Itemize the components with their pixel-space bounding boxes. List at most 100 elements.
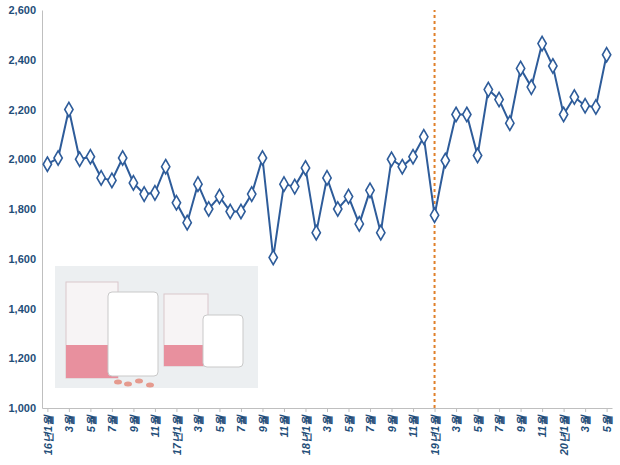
x-tick-label: 9월: [386, 414, 398, 432]
data-point: [258, 151, 266, 165]
x-tick-mark: [456, 408, 457, 412]
product-photo: [55, 266, 258, 388]
x-tick: 18년1월: [300, 408, 312, 455]
data-point: [183, 215, 191, 229]
y-tick-label: 2,200: [8, 104, 36, 116]
data-point: [355, 217, 363, 231]
chart: 1,0001,2001,4001,6001,8002,0002,2002,400…: [0, 0, 620, 465]
x-tick-mark: [499, 408, 500, 412]
x-tick-mark: [69, 408, 70, 412]
x-tick-label: 5월: [472, 414, 484, 432]
data-point: [581, 99, 589, 113]
data-point: [463, 107, 471, 121]
y-tick: 2,600: [8, 4, 42, 16]
data-point: [602, 48, 610, 62]
x-tick-label: 7월: [364, 414, 376, 432]
x-tick-label: 11월: [278, 414, 290, 437]
x-tick-mark: [413, 408, 414, 412]
x-tick: 3월: [63, 408, 75, 432]
data-line: [47, 44, 606, 258]
x-tick: 7월: [493, 408, 505, 432]
data-point: [441, 153, 449, 167]
data-point: [65, 102, 73, 116]
data-point: [452, 107, 460, 121]
y-tick: 2,000: [8, 153, 42, 165]
data-point: [559, 107, 567, 121]
x-tick: 7월: [364, 408, 376, 432]
photo-tablet: [135, 379, 143, 384]
x-tick-label: 11월: [407, 414, 419, 437]
data-point: [344, 189, 352, 203]
photo-bottle: [203, 315, 243, 367]
data-point: [312, 225, 320, 239]
x-tick-mark: [370, 408, 371, 412]
x-tick-mark: [47, 408, 48, 412]
data-point: [430, 208, 438, 222]
data-point: [269, 250, 277, 264]
y-tick: 1,200: [8, 352, 42, 364]
data-point: [54, 151, 62, 165]
y-tick-label: 2,600: [8, 4, 36, 16]
y-tick-label: 2,400: [8, 54, 36, 66]
data-point: [495, 92, 503, 106]
x-tick: 3월: [192, 408, 204, 432]
x-tick: 16년1월: [42, 408, 54, 455]
data-point: [97, 171, 105, 185]
x-tick-mark: [133, 408, 134, 412]
x-tick-mark: [176, 408, 177, 412]
data-point: [205, 202, 213, 216]
y-tick-label: 1,600: [8, 253, 36, 265]
data-point: [118, 151, 126, 165]
x-tick-label: 7월: [235, 414, 247, 432]
data-point: [86, 150, 94, 164]
x-tick: 11월: [536, 408, 548, 437]
y-tick: 2,200: [8, 104, 42, 116]
x-tick: 5월: [343, 408, 355, 432]
data-point: [226, 204, 234, 218]
y-tick-label: 2,000: [8, 153, 36, 165]
y-tick: 1,600: [8, 253, 42, 265]
x-tick-mark: [90, 408, 91, 412]
x-tick-mark: [349, 408, 350, 412]
data-point: [162, 160, 170, 174]
x-tick: 5월: [472, 408, 484, 432]
plot-area: [43, 10, 611, 408]
photo-box-band: [164, 345, 208, 366]
x-tick-mark: [198, 408, 199, 412]
data-point: [506, 116, 514, 130]
data-point: [366, 183, 374, 197]
data-point: [108, 173, 116, 187]
x-tick-mark: [327, 408, 328, 412]
x-tick-mark: [262, 408, 263, 412]
y-tick: 2,400: [8, 54, 42, 66]
y-tick: 1,400: [8, 303, 42, 315]
x-tick: 7월: [235, 408, 247, 432]
data-point: [473, 148, 481, 162]
x-tick-mark: [585, 408, 586, 412]
data-point: [151, 186, 159, 200]
y-axis: 1,0001,2001,4001,6001,8002,0002,2002,400…: [8, 4, 42, 414]
photo-box: [164, 294, 208, 366]
x-tick-label: 19년1월: [429, 414, 441, 455]
data-point: [301, 161, 309, 175]
photo-tablet: [124, 382, 132, 387]
x-tick-label: 5월: [85, 414, 97, 432]
x-tick-label: 9월: [128, 414, 140, 432]
x-tick-label: 20년1월: [558, 414, 570, 456]
x-tick: 11월: [149, 408, 161, 437]
x-tick-mark: [392, 408, 393, 412]
x-tick-mark: [521, 408, 522, 412]
data-point: [398, 160, 406, 174]
data-point: [129, 176, 137, 190]
y-tick-label: 1,000: [8, 402, 36, 414]
x-tick-label: 5월: [214, 414, 226, 432]
data-point: [323, 171, 331, 185]
data-point: [484, 82, 492, 96]
x-tick: 5월: [601, 408, 613, 432]
data-point: [237, 204, 245, 218]
x-tick: 17년1월: [171, 408, 183, 455]
data-point: [291, 179, 299, 193]
y-tick-label: 1,400: [8, 303, 36, 315]
data-point: [420, 130, 428, 144]
x-tick: 9월: [386, 408, 398, 432]
